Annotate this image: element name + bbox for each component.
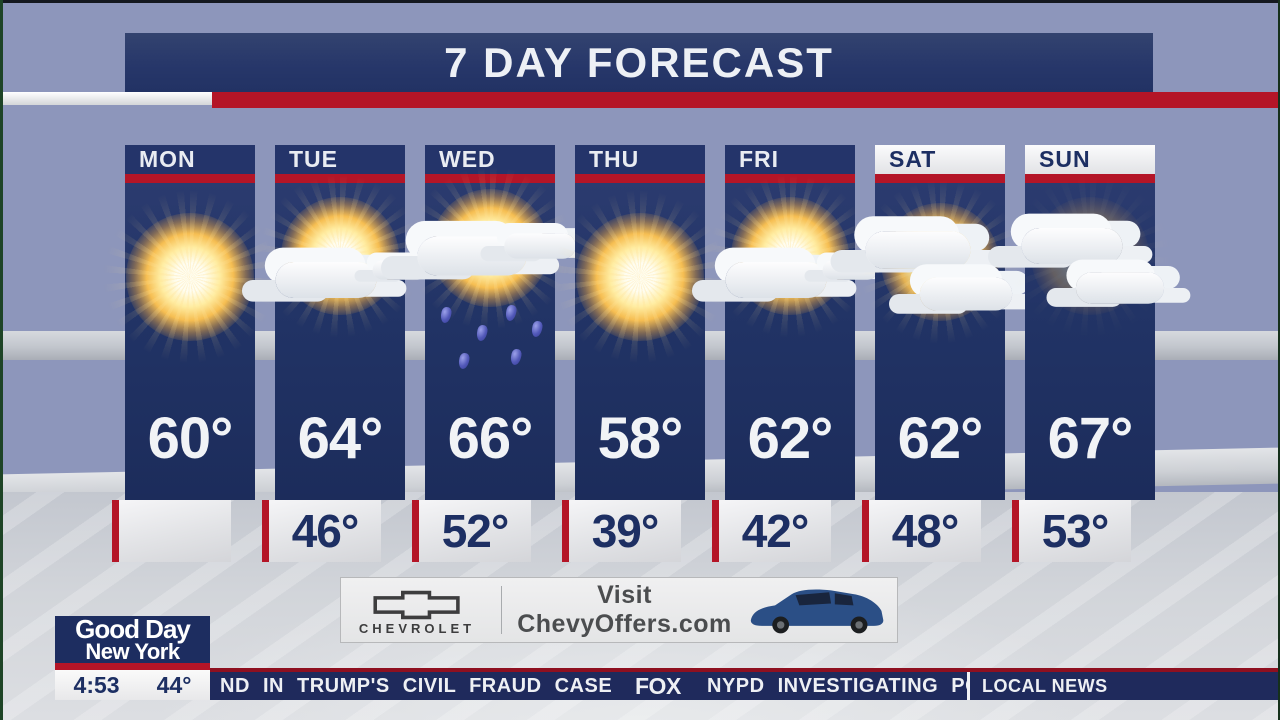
low-temp-box: 46° (262, 500, 381, 562)
forecast-column-sat: SAT 62° (865, 145, 1013, 500)
banner-red-bar (212, 92, 1280, 108)
day-header: FRI (725, 145, 855, 174)
forecast-column-fri: FRI 62° (725, 145, 878, 500)
day-panel: 58° (575, 183, 705, 500)
day-label: MON (139, 146, 196, 172)
chevrolet-wordmark: CHEVROLET (358, 621, 476, 636)
day-header-underline (575, 174, 705, 183)
video-edge-left (0, 0, 3, 720)
high-temp: 62° (747, 406, 834, 471)
ticker-headline-right: NYPD INVESTIGATING PO (707, 675, 967, 697)
low-temp-box: 52° (412, 500, 531, 562)
low-temp: 53° (1041, 505, 1110, 557)
forecast-column-wed: WED 66° (417, 145, 576, 500)
current-temp: 44° (156, 671, 192, 698)
low-temp-box: 39° (562, 500, 681, 562)
day-header: TUE (275, 145, 405, 174)
weather-icon (575, 189, 705, 379)
ticker-red-line (210, 668, 1280, 672)
station-logo-red-bar (55, 663, 210, 670)
low-temp-box: 48° (862, 500, 981, 562)
sponsor-ad-banner: CHEVROLET Visit ChevyOffers.com (340, 577, 898, 643)
high-temp: 60° (147, 406, 234, 471)
low-temp: 42° (741, 505, 810, 557)
low-temp: 48° (891, 505, 960, 557)
day-header: SAT (875, 145, 1005, 174)
weather-icon (1021, 189, 1165, 379)
news-ticker: ND IN TRUMP'S CIVIL FRAUD CASE FOX NYPD … (210, 672, 1280, 700)
time-temp-bar: 4:53 44° (55, 670, 210, 700)
fox-logo: FOX (635, 673, 681, 699)
day-label: SUN (1039, 146, 1091, 172)
weather-icon (725, 189, 878, 379)
day-label: THU (589, 146, 640, 172)
weather-icon (275, 189, 428, 379)
high-temp: 66° (447, 406, 534, 471)
high-temp: 62° (897, 406, 984, 471)
cloud-icon (725, 262, 827, 298)
forecast-title-banner: 7 DAY FORECAST (125, 33, 1153, 92)
page-title: 7 DAY FORECAST (444, 39, 834, 86)
high-temp: 58° (597, 406, 684, 471)
station-logo-line1: Good Day (75, 614, 191, 644)
high-temp: 64° (297, 406, 384, 471)
video-edge-top (0, 0, 1280, 3)
chevrolet-bowtie-icon (373, 590, 460, 620)
forecast-column-thu: THU 58° (575, 145, 705, 500)
cloud-icon (865, 231, 971, 269)
forecast-column-sun: SUN 67° (1021, 145, 1165, 500)
car-icon (750, 589, 884, 634)
day-panel: 66° (417, 183, 576, 500)
station-logo: Good Day New York (55, 616, 210, 663)
day-panel: 67° (1021, 183, 1165, 500)
day-label: TUE (289, 146, 338, 172)
sun-icon (126, 213, 254, 341)
ticker-headline-left: ND IN TRUMP'S CIVIL FRAUD CASE (220, 675, 613, 697)
ad-divider (501, 586, 502, 634)
ticker-section-label: LOCAL NEWS (982, 676, 1108, 696)
video-edge-right (1278, 0, 1280, 720)
cloud-icon (275, 262, 377, 298)
day-header: MON (125, 145, 255, 174)
chevrolet-logo: CHEVROLET (341, 585, 493, 635)
high-temp: 67° (1047, 406, 1134, 471)
station-logo-line2: New York (85, 639, 180, 664)
low-temp: 39° (591, 505, 660, 557)
low-temp: 46° (291, 505, 360, 557)
sun-icon (576, 213, 704, 341)
low-temp-box (112, 500, 231, 562)
forecast-column-tue: TUE 64° (275, 145, 428, 500)
day-panel: 60° (125, 183, 255, 500)
cloud-icon (1075, 272, 1165, 304)
rain-icon (425, 301, 555, 381)
ticker-divider (967, 672, 970, 700)
low-temp-box: 42° (712, 500, 831, 562)
day-panel: 62° (865, 183, 1013, 500)
day-panel: 62° (725, 183, 878, 500)
current-time: 4:53 (73, 671, 120, 698)
day-label: FRI (739, 146, 780, 172)
suv-image (739, 582, 897, 638)
weather-icon (865, 189, 1013, 379)
low-temp: 52° (441, 505, 510, 557)
weather-icon (417, 189, 576, 381)
day-header: THU (575, 145, 705, 174)
cloud-icon (1021, 228, 1123, 264)
banner-white-bar (0, 92, 212, 105)
day-panel: 64° (275, 183, 428, 500)
forecast-column-mon: MON 60° (125, 145, 255, 500)
day-header: SUN (1025, 145, 1155, 174)
ad-message: Visit ChevyOffers.com (517, 581, 732, 638)
weather-icon (125, 189, 255, 379)
day-header-underline (125, 174, 255, 183)
cloud-icon (919, 277, 1013, 311)
low-temp-box: 53° (1012, 500, 1131, 562)
day-label: SAT (889, 146, 937, 172)
